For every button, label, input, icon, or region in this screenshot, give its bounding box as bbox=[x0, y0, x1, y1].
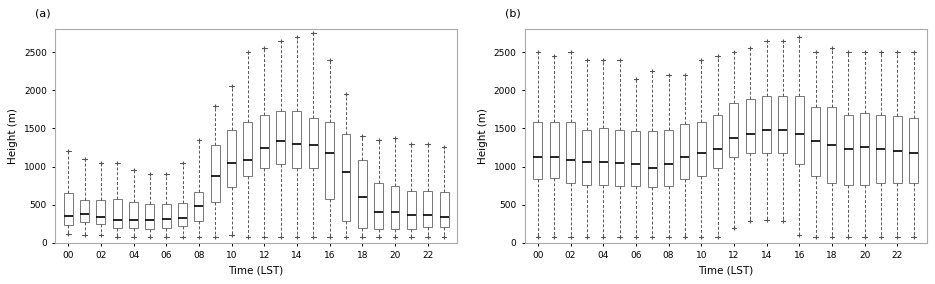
PathPatch shape bbox=[179, 203, 187, 226]
PathPatch shape bbox=[439, 192, 449, 227]
PathPatch shape bbox=[681, 124, 689, 179]
PathPatch shape bbox=[325, 122, 334, 199]
PathPatch shape bbox=[746, 99, 755, 153]
PathPatch shape bbox=[533, 122, 542, 179]
PathPatch shape bbox=[358, 160, 367, 228]
X-axis label: Time (LST): Time (LST) bbox=[228, 266, 284, 276]
PathPatch shape bbox=[860, 113, 870, 185]
PathPatch shape bbox=[374, 183, 383, 229]
PathPatch shape bbox=[762, 96, 771, 153]
Y-axis label: Height (m): Height (m) bbox=[8, 108, 19, 164]
PathPatch shape bbox=[407, 191, 416, 229]
PathPatch shape bbox=[811, 107, 820, 176]
Text: (a): (a) bbox=[36, 9, 50, 18]
PathPatch shape bbox=[615, 130, 624, 186]
PathPatch shape bbox=[293, 111, 301, 168]
PathPatch shape bbox=[566, 122, 575, 183]
X-axis label: Time (LST): Time (LST) bbox=[698, 266, 754, 276]
PathPatch shape bbox=[893, 116, 901, 183]
PathPatch shape bbox=[583, 130, 591, 185]
PathPatch shape bbox=[80, 200, 89, 222]
PathPatch shape bbox=[341, 134, 351, 222]
PathPatch shape bbox=[843, 115, 853, 185]
PathPatch shape bbox=[795, 96, 804, 164]
PathPatch shape bbox=[779, 96, 787, 153]
PathPatch shape bbox=[146, 204, 154, 229]
PathPatch shape bbox=[697, 122, 706, 176]
PathPatch shape bbox=[827, 107, 837, 183]
PathPatch shape bbox=[276, 111, 285, 164]
PathPatch shape bbox=[96, 200, 106, 224]
PathPatch shape bbox=[113, 199, 122, 227]
PathPatch shape bbox=[909, 118, 918, 183]
PathPatch shape bbox=[309, 118, 318, 168]
PathPatch shape bbox=[243, 122, 252, 176]
PathPatch shape bbox=[648, 131, 656, 187]
PathPatch shape bbox=[129, 202, 138, 228]
PathPatch shape bbox=[550, 122, 559, 178]
PathPatch shape bbox=[194, 192, 204, 221]
PathPatch shape bbox=[227, 130, 237, 187]
PathPatch shape bbox=[729, 103, 739, 156]
PathPatch shape bbox=[260, 115, 269, 168]
PathPatch shape bbox=[162, 204, 171, 227]
PathPatch shape bbox=[424, 191, 432, 227]
PathPatch shape bbox=[598, 128, 608, 185]
PathPatch shape bbox=[64, 193, 73, 225]
PathPatch shape bbox=[210, 145, 220, 202]
PathPatch shape bbox=[391, 186, 399, 229]
PathPatch shape bbox=[631, 131, 640, 186]
PathPatch shape bbox=[664, 130, 673, 186]
PathPatch shape bbox=[876, 115, 885, 183]
Text: (b): (b) bbox=[505, 9, 521, 18]
Y-axis label: Height (m): Height (m) bbox=[478, 108, 488, 164]
PathPatch shape bbox=[713, 115, 722, 168]
